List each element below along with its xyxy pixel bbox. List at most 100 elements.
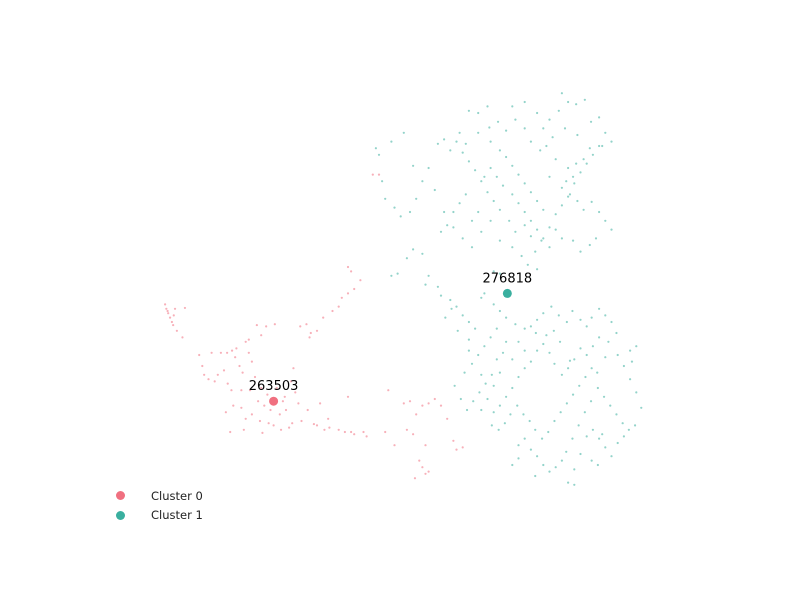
point-cluster-1 — [542, 127, 545, 130]
point-cluster-1 — [374, 147, 377, 150]
legend-item-cluster-0: Cluster 0 — [116, 486, 203, 506]
point-cluster-1 — [536, 228, 539, 231]
point-cluster-1 — [559, 411, 562, 414]
point-cluster-1 — [489, 336, 492, 339]
point-cluster-1 — [534, 428, 537, 431]
point-cluster-0 — [353, 433, 356, 436]
point-cluster-0 — [322, 316, 325, 319]
point-cluster-0 — [172, 314, 175, 317]
legend-label-cluster-0: Cluster 0 — [151, 488, 203, 503]
point-cluster-0 — [247, 338, 250, 341]
point-cluster-1 — [607, 340, 610, 343]
point-cluster-1 — [552, 329, 555, 332]
point-cluster-0 — [198, 353, 201, 357]
point-cluster-1 — [604, 219, 607, 222]
point-cluster-1 — [582, 208, 585, 211]
point-cluster-1 — [501, 351, 505, 354]
point-cluster-1 — [421, 252, 424, 255]
point-cluster-0 — [327, 417, 330, 420]
point-cluster-0 — [203, 373, 206, 376]
point-cluster-1 — [377, 153, 381, 156]
point-cluster-0 — [384, 430, 387, 434]
point-cluster-1 — [571, 437, 574, 440]
point-cluster-0 — [272, 424, 275, 427]
point-cluster-1 — [553, 419, 556, 423]
point-cluster-1 — [567, 195, 570, 198]
point-cluster-1 — [545, 144, 548, 148]
point-cluster-0 — [164, 303, 167, 306]
point-cluster-1 — [534, 474, 537, 478]
point-cluster-0 — [371, 173, 374, 176]
point-cluster-0 — [421, 466, 424, 469]
point-cluster-0 — [261, 431, 264, 434]
point-cluster-1 — [495, 327, 498, 330]
point-cluster-1 — [456, 329, 459, 332]
point-cluster-1 — [465, 408, 469, 412]
point-cluster-1 — [598, 144, 601, 148]
point-cluster-1 — [598, 336, 601, 339]
point-cluster-1 — [588, 147, 591, 150]
point-cluster-1 — [548, 246, 551, 249]
point-cluster-1 — [455, 140, 458, 143]
point-cluster-0 — [291, 422, 294, 425]
point-cluster-1 — [579, 171, 582, 174]
point-cluster-0 — [340, 296, 343, 299]
point-cluster-1 — [399, 215, 402, 218]
point-cluster-1 — [542, 312, 545, 315]
point-cluster-1 — [545, 334, 548, 337]
point-cluster-1 — [511, 193, 514, 196]
point-cluster-1 — [461, 151, 464, 154]
point-cluster-1 — [598, 116, 601, 119]
point-cluster-0 — [283, 395, 286, 398]
point-cluster-1 — [528, 419, 531, 423]
point-cluster-1 — [640, 406, 643, 409]
point-cluster-0 — [365, 435, 368, 438]
point-cluster-1 — [514, 118, 517, 121]
point-cluster-1 — [635, 391, 638, 394]
point-cluster-0 — [250, 413, 253, 416]
centroid-label-cluster-0: 263503 — [249, 379, 299, 394]
point-cluster-1 — [478, 391, 481, 394]
point-cluster-1 — [439, 294, 443, 297]
point-cluster-1 — [529, 325, 533, 328]
point-cluster-1 — [557, 109, 560, 112]
point-cluster-0 — [235, 347, 238, 350]
point-cluster-1 — [604, 356, 607, 359]
point-cluster-0 — [279, 428, 283, 431]
point-cluster-1 — [470, 362, 474, 365]
point-cluster-1 — [443, 210, 446, 214]
point-cluster-0 — [222, 369, 226, 372]
point-cluster-1 — [492, 199, 495, 203]
point-cluster-0 — [210, 351, 213, 354]
point-cluster-1 — [576, 133, 579, 137]
point-cluster-1 — [609, 404, 612, 407]
point-cluster-1 — [517, 457, 520, 460]
point-cluster-1 — [548, 118, 551, 121]
point-cluster-1 — [583, 411, 586, 414]
point-cluster-1 — [486, 105, 489, 108]
point-cluster-1 — [540, 437, 544, 440]
point-cluster-1 — [554, 466, 557, 469]
point-cluster-1 — [405, 257, 408, 260]
point-cluster-1 — [575, 103, 578, 106]
point-cluster-1 — [492, 411, 495, 414]
point-cluster-1 — [591, 153, 595, 156]
point-cluster-0 — [405, 428, 408, 431]
point-cluster-1 — [489, 166, 492, 170]
point-cluster-1 — [514, 230, 517, 233]
point-cluster-0 — [253, 375, 257, 379]
point-cluster-1 — [567, 481, 570, 484]
point-cluster-1 — [585, 435, 588, 438]
point-cluster-1 — [480, 230, 483, 233]
point-cluster-1 — [526, 263, 529, 266]
point-cluster-1 — [565, 320, 568, 324]
point-cluster-1 — [557, 314, 560, 317]
point-cluster-1 — [384, 197, 387, 200]
point-cluster-1 — [548, 175, 551, 178]
point-cluster-1 — [590, 367, 593, 370]
point-cluster-1 — [477, 210, 480, 214]
point-cluster-1 — [501, 184, 505, 187]
point-cluster-1 — [490, 373, 493, 376]
